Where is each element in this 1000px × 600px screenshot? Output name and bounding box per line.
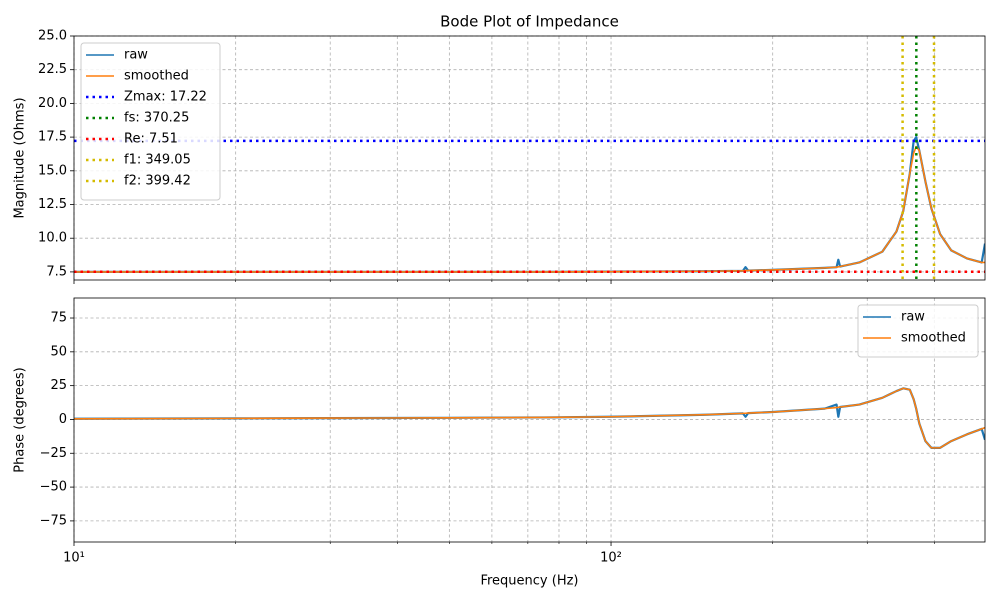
y-tick-label: 20.0 xyxy=(38,96,67,111)
legend-label: Re: 7.51 xyxy=(124,132,178,147)
legend-label: smoothed xyxy=(901,331,966,346)
axes-frame xyxy=(73,35,986,281)
y-tick-label: 12.5 xyxy=(38,197,67,212)
y-tick-label: 75 xyxy=(50,311,67,326)
y-tick-label: 25 xyxy=(50,378,67,393)
y-axis-label: Phase (degrees) xyxy=(13,367,28,472)
legend-label: Zmax: 17.22 xyxy=(124,90,207,105)
legend-box xyxy=(80,42,221,201)
legend-label: raw xyxy=(901,310,925,325)
y-tick-label: 22.5 xyxy=(38,62,67,77)
legend-box xyxy=(857,304,979,358)
legend-label: fs: 370.25 xyxy=(124,111,189,126)
chart-title: Bode Plot of Impedance xyxy=(440,13,619,31)
y-tick-label: 7.5 xyxy=(46,264,67,279)
x-axis-label: Frequency (Hz) xyxy=(480,574,578,589)
y-tick-label: 17.5 xyxy=(38,130,67,145)
x-tick-label: 10¹ xyxy=(63,551,85,566)
y-tick-label: 50 xyxy=(50,344,67,359)
plot-area xyxy=(74,36,985,280)
y-tick-label: −75 xyxy=(40,513,67,528)
plot-area xyxy=(74,387,985,449)
legend-label: f2: 399.42 xyxy=(124,174,191,189)
y-tick-label: −50 xyxy=(40,480,67,495)
legend-label: f1: 349.05 xyxy=(124,153,191,168)
legend-label: raw xyxy=(124,48,148,63)
y-axis-label: Magnitude (Ohms) xyxy=(13,97,28,218)
legend-label: smoothed xyxy=(124,69,189,84)
y-tick-label: −25 xyxy=(40,446,67,461)
axes-frame xyxy=(73,297,986,543)
y-tick-label: 10.0 xyxy=(38,231,67,246)
y-tick-label: 25.0 xyxy=(38,29,67,44)
y-tick-label: 0 xyxy=(59,412,67,427)
y-tick-label: 15.0 xyxy=(38,163,67,178)
x-tick-label: 10² xyxy=(600,551,622,566)
series-line xyxy=(74,387,985,449)
